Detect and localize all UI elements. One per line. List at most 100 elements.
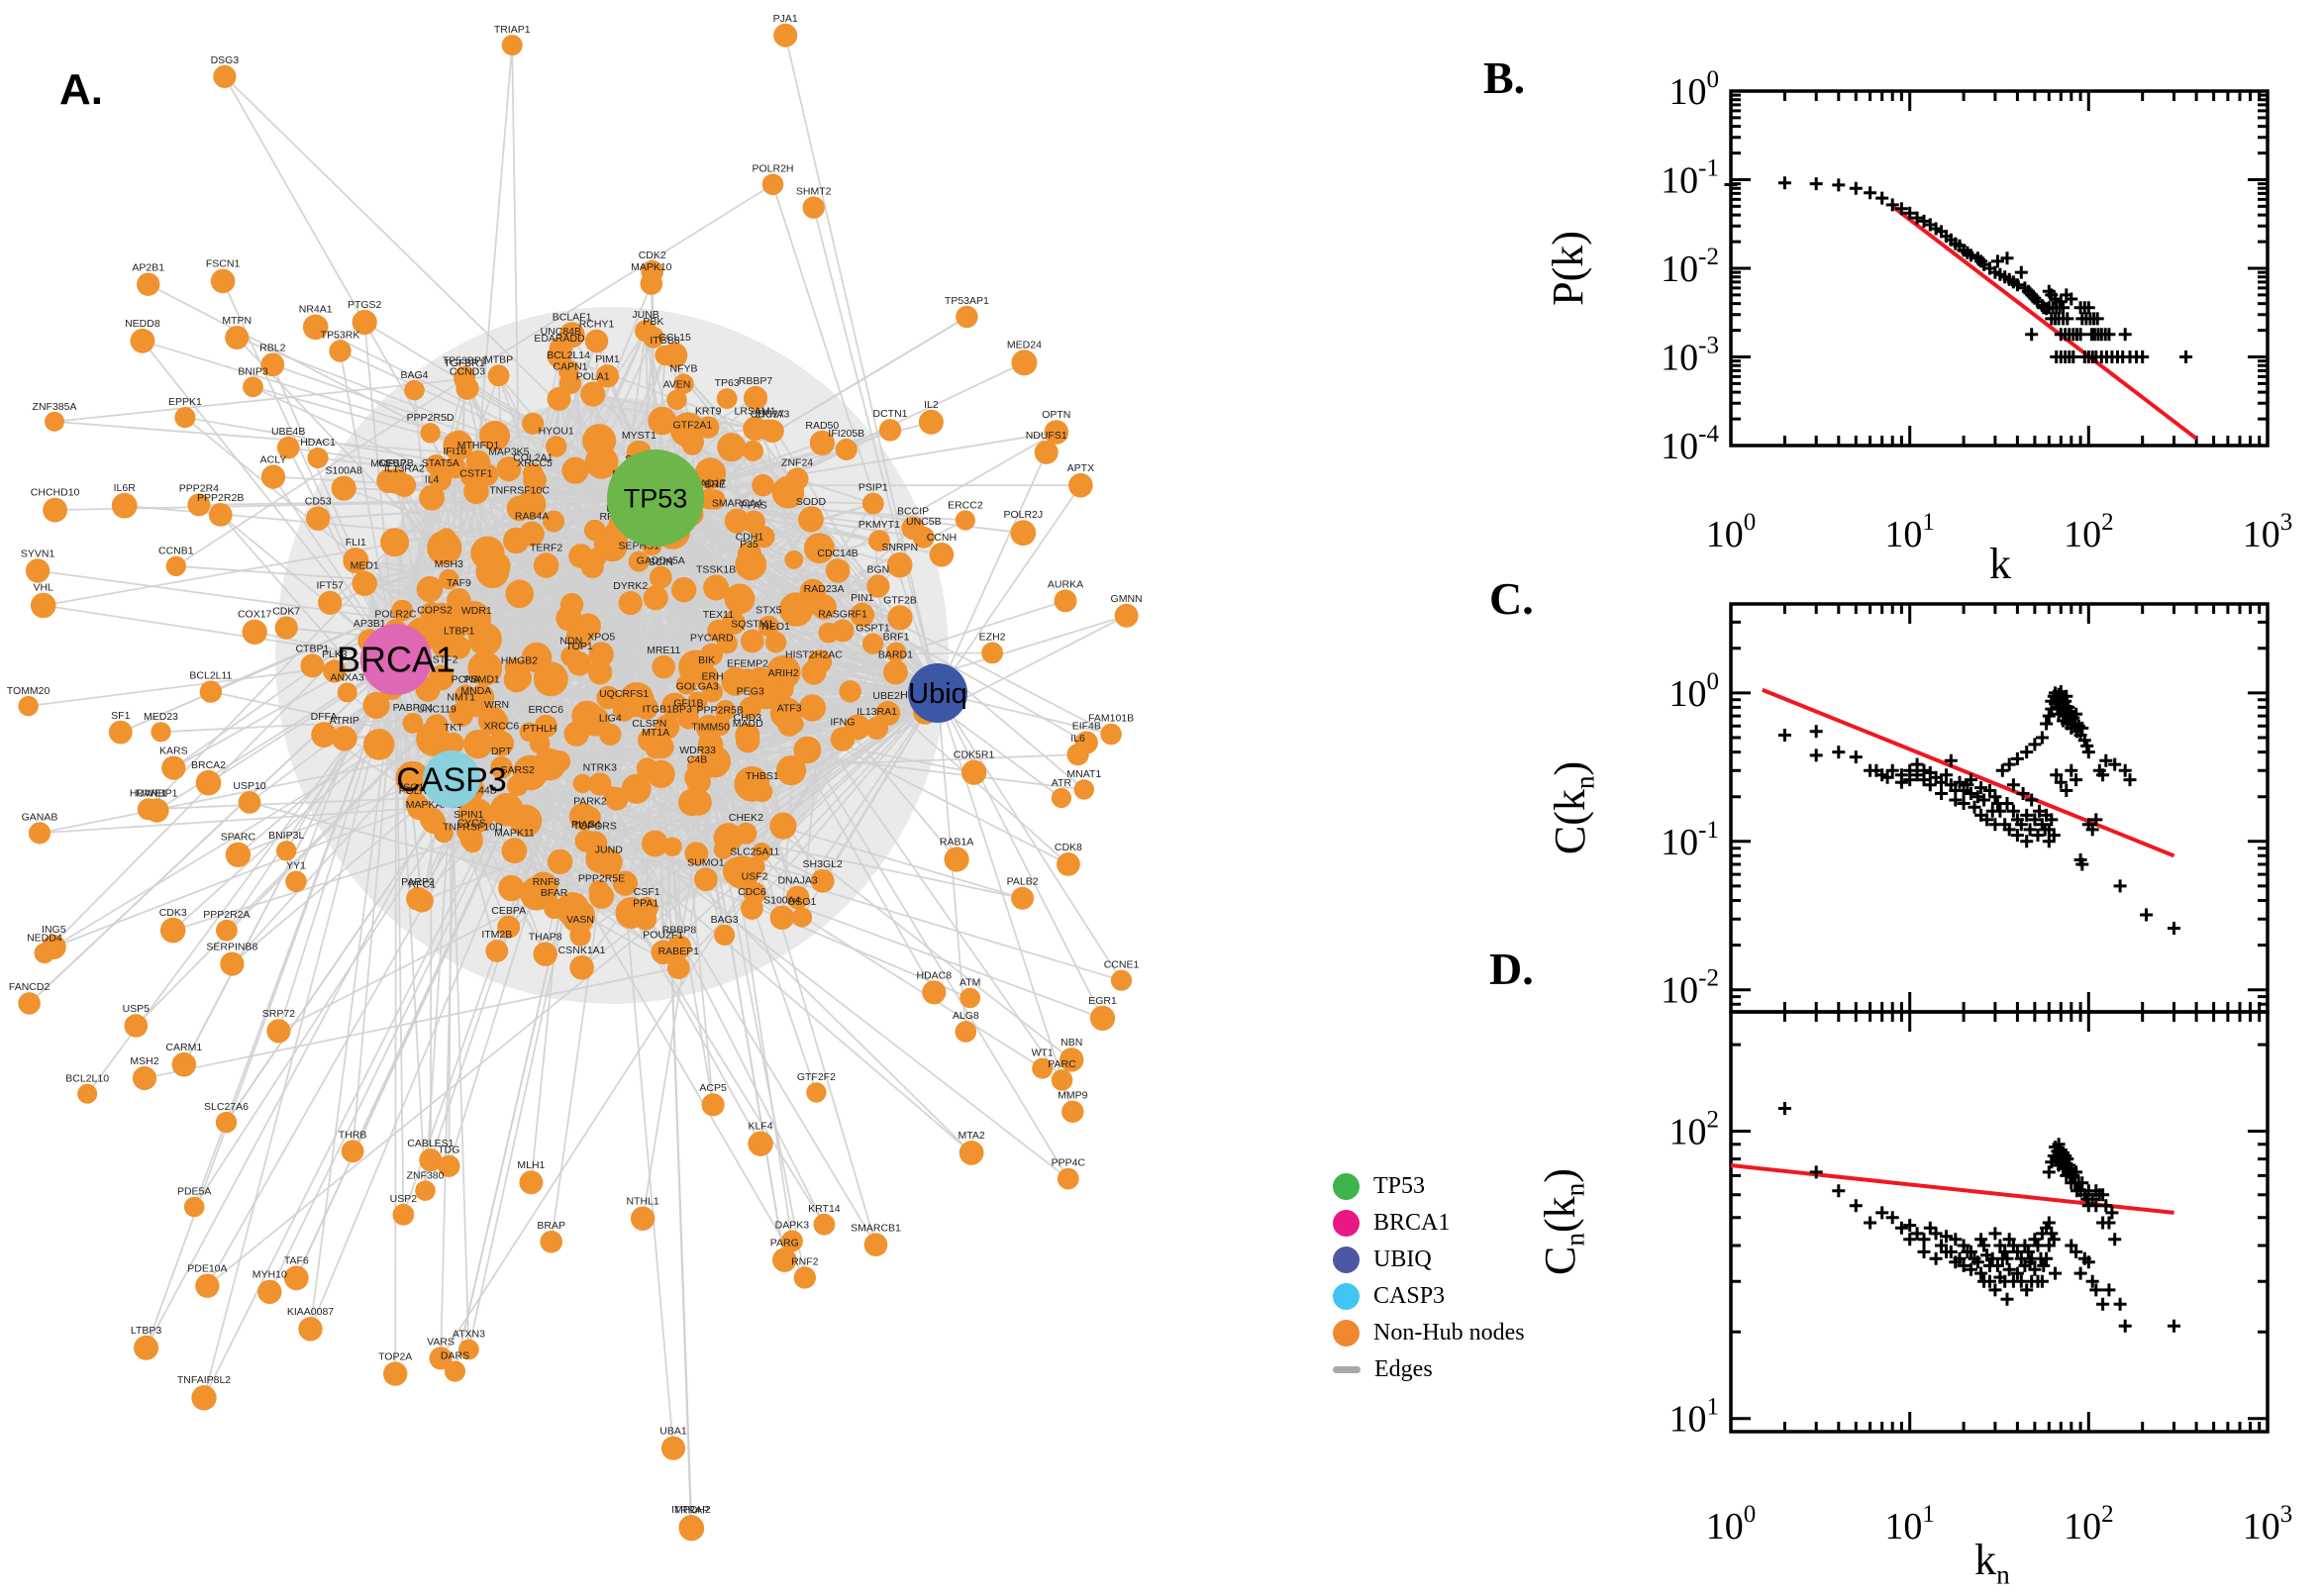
network-node[interactable] (861, 492, 884, 515)
network-node[interactable] (208, 503, 233, 527)
network-node[interactable] (724, 583, 756, 615)
network-node[interactable] (191, 1385, 217, 1411)
network-node[interactable] (30, 592, 56, 619)
network-node[interactable] (1060, 1047, 1084, 1072)
network-node[interactable] (429, 1347, 453, 1370)
network-node[interactable] (419, 1148, 443, 1172)
network-node[interactable] (477, 706, 507, 736)
network-node[interactable] (434, 823, 454, 844)
network-node[interactable] (285, 870, 307, 893)
network-node[interactable] (556, 892, 590, 927)
network-node[interactable] (807, 649, 833, 674)
network-node[interactable] (801, 506, 824, 528)
network-node[interactable] (714, 924, 736, 947)
network-node[interactable] (547, 848, 573, 875)
network-node[interactable] (579, 706, 611, 737)
network-node[interactable] (151, 722, 171, 743)
network-node[interactable] (469, 684, 495, 710)
network-node[interactable] (655, 714, 680, 740)
network-node[interactable] (772, 1247, 797, 1272)
network-node[interactable] (159, 917, 186, 944)
network-node[interactable] (802, 196, 825, 219)
network-node[interactable] (497, 915, 521, 939)
network-node[interactable] (395, 760, 430, 795)
network-node[interactable] (478, 423, 502, 447)
network-node[interactable] (243, 376, 263, 398)
network-node[interactable] (1057, 1167, 1079, 1190)
network-node[interactable] (717, 433, 747, 462)
network-node[interactable] (28, 822, 51, 845)
network-node[interactable] (260, 464, 286, 489)
network-node[interactable] (43, 497, 67, 523)
network-node[interactable] (572, 773, 592, 794)
network-node[interactable] (529, 871, 558, 901)
network-node[interactable] (806, 1082, 827, 1103)
network-node[interactable] (318, 590, 343, 615)
network-node[interactable] (415, 1180, 436, 1201)
network-node[interactable] (605, 787, 629, 811)
network-node[interactable] (420, 423, 441, 444)
network-node[interactable] (705, 489, 726, 510)
network-node[interactable] (785, 715, 804, 734)
network-node[interactable] (352, 570, 377, 596)
network-node[interactable] (383, 468, 409, 494)
network-node[interactable] (803, 533, 835, 564)
network-node[interactable] (443, 430, 473, 461)
network-node[interactable] (825, 558, 851, 583)
network-node[interactable] (216, 919, 238, 942)
network-node[interactable] (630, 1206, 656, 1231)
network-node[interactable] (650, 735, 674, 759)
network-node[interactable] (432, 635, 454, 658)
network-node[interactable] (134, 1335, 159, 1360)
network-node[interactable] (485, 940, 509, 962)
network-node[interactable] (505, 579, 534, 609)
network-node[interactable] (861, 633, 884, 654)
network-node[interactable] (444, 1360, 466, 1382)
network-node[interactable] (864, 716, 889, 740)
network-node[interactable] (959, 1141, 984, 1165)
network-node[interactable] (678, 788, 706, 817)
network-node[interactable] (839, 680, 861, 703)
network-node[interactable] (266, 1019, 291, 1044)
hub-node-tp53[interactable] (607, 449, 704, 547)
network-node[interactable] (713, 823, 744, 852)
network-node[interactable] (41, 935, 66, 959)
network-node[interactable] (735, 723, 760, 748)
network-node[interactable] (213, 64, 237, 88)
network-node[interactable] (652, 654, 675, 679)
network-node[interactable] (863, 1233, 888, 1256)
network-node[interactable] (671, 577, 697, 603)
network-node[interactable] (883, 659, 908, 685)
network-node[interactable] (260, 352, 285, 377)
network-node[interactable] (778, 592, 814, 627)
network-node[interactable] (635, 320, 657, 343)
network-node[interactable] (274, 616, 298, 640)
network-node[interactable] (813, 1213, 836, 1236)
network-node[interactable] (1051, 1069, 1073, 1091)
network-node[interactable] (587, 660, 613, 685)
network-node[interactable] (238, 791, 261, 814)
network-node[interactable] (225, 842, 252, 867)
network-node[interactable] (835, 439, 858, 460)
network-node[interactable] (242, 619, 267, 645)
network-node[interactable] (753, 843, 771, 861)
network-node[interactable] (18, 992, 41, 1015)
network-node[interactable] (496, 456, 522, 482)
network-node[interactable] (809, 430, 835, 455)
network-node[interactable] (615, 897, 648, 929)
network-node[interactable] (454, 367, 475, 390)
network-node[interactable] (1011, 349, 1038, 376)
network-node[interactable] (773, 23, 798, 48)
network-node[interactable] (225, 326, 250, 349)
network-node[interactable] (866, 574, 890, 598)
network-node[interactable] (439, 568, 459, 590)
network-node[interactable] (331, 475, 356, 501)
network-node[interactable] (416, 722, 451, 756)
network-node[interactable] (25, 558, 50, 583)
network-node[interactable] (868, 530, 890, 551)
network-node[interactable] (1089, 1005, 1116, 1031)
network-node[interactable] (187, 493, 211, 517)
network-node[interactable] (501, 35, 523, 56)
network-node[interactable] (785, 885, 810, 910)
network-node[interactable] (661, 343, 688, 368)
